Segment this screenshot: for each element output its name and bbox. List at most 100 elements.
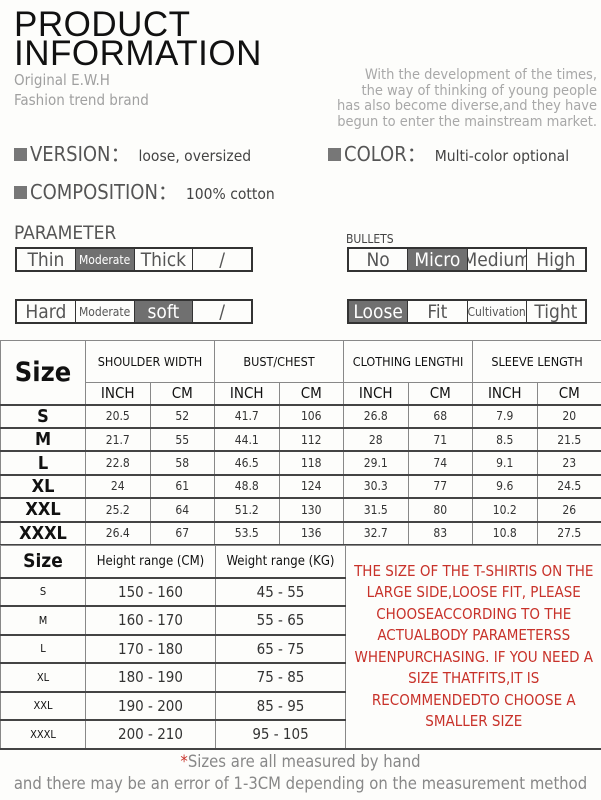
asterisk: * [180, 752, 188, 771]
unit-header: CM [407, 381, 474, 406]
measurement-cell: 51.2 [214, 497, 280, 523]
measurement-cell: 77 [407, 474, 474, 500]
square-bullet-icon [14, 186, 27, 199]
measurement-cell: 26 [536, 497, 601, 523]
table-row: M 160 - 170 55 - 65 [0, 605, 601, 636]
thickness-option: / [219, 249, 225, 270]
weight-cell: 95 - 105 [215, 719, 346, 750]
elasticity-scale: NoMicroMedium High [347, 247, 587, 272]
unit-header: CM [278, 381, 344, 406]
measurement-cell: 83 [407, 521, 474, 547]
feature-label: COLOR： [344, 142, 427, 166]
size-cell: XL [0, 474, 86, 500]
measurement-cell: 26.8 [343, 404, 409, 430]
measurement-cell: 21.5 [536, 427, 601, 453]
measurement-cell: 32.7 [343, 521, 409, 547]
measurement-cell: 10.8 [472, 521, 538, 547]
table-row: XL 24 61 48.8 124 30.3 77 9.6 24.5 [0, 474, 601, 500]
measurement-cell: 112 [278, 427, 344, 453]
softness-option: / [219, 301, 225, 322]
table-row: M 21.7 55 44.1 112 28 71 8.5 21.5 [0, 427, 601, 453]
measurement-cell: 24.5 [536, 474, 601, 500]
column-header: SHOULDER WIDTH [85, 340, 215, 383]
measurement-cell: 23 [536, 450, 601, 476]
measurement-cell: 64 [149, 497, 215, 523]
measurement-cell: 118 [278, 450, 344, 476]
fit-scale: Loose Fit Cultivation Tight [347, 299, 587, 324]
table-row: XXL 25.2 64 51.2 130 31.5 80 10.2 26 [0, 497, 601, 523]
weight-cell: 85 - 95 [215, 691, 346, 721]
measurement-cell: 22.8 [85, 450, 151, 476]
size-chart-table: Size SHOULDER WIDTH BUST/CHEST CLOTHING … [0, 339, 601, 547]
square-bullet-icon [14, 148, 27, 161]
measurement-cell: 136 [278, 521, 344, 547]
height-cell: 150 - 160 [85, 577, 216, 607]
column-header: SLEEVE LENGTH [472, 340, 601, 383]
footer-line-2: and there may be an error of 1-3CM depen… [13, 774, 588, 793]
intro-text: With the development of the times, the w… [297, 67, 597, 130]
square-bullet-icon [328, 148, 341, 161]
measurement-cell: 9.6 [472, 474, 538, 500]
table-row: XXXL 26.4 67 53.5 136 32.7 83 10.8 27.5 [0, 521, 601, 547]
measurement-cell: 74 [407, 450, 474, 476]
column-header: BUST/CHEST [214, 340, 344, 383]
measurement-cell: 10.2 [472, 497, 538, 523]
measurement-cell: 28 [343, 427, 409, 453]
measurement-cell: 24 [85, 474, 151, 500]
elasticity-option: Micro [408, 249, 468, 270]
measurement-cell: 25.2 [85, 497, 151, 523]
elasticity-option: High [536, 249, 576, 270]
fit-option: Tight [534, 301, 578, 322]
measurement-cell: 27.5 [536, 521, 601, 547]
parameter-title: PARAMETER [14, 222, 117, 244]
measurement-cell: 68 [407, 404, 474, 430]
measurement-cell: 52 [149, 404, 215, 430]
size-cell: M [0, 605, 86, 636]
height-cell: 170 - 180 [85, 634, 216, 664]
size-cell: XL [0, 662, 86, 693]
footer-line-1: *Sizes are all measured by hand [0, 751, 601, 772]
bullets-title: BULLETS [346, 232, 394, 246]
intro-line: has also become diverse,and they have [336, 98, 597, 114]
softness-scale: Hard Moderate soft / [15, 299, 253, 324]
height-cell: 190 - 200 [85, 691, 216, 721]
measurement-cell: 7.9 [472, 404, 538, 430]
measurement-cell: 20.5 [85, 404, 151, 430]
height-cell: 180 - 190 [85, 662, 216, 693]
measurement-cell: 46.5 [214, 450, 280, 476]
elasticity-option: No [349, 249, 409, 270]
measurement-cell: 26.4 [85, 521, 151, 547]
measurement-cell: 30.3 [343, 474, 409, 500]
measurement-cell: 80 [407, 497, 474, 523]
fit-chart-table: Size Height range (CM) Weight range (KG)… [0, 545, 601, 750]
measurement-cell: 130 [278, 497, 344, 523]
unit-header: CM [536, 381, 601, 406]
softness-option: Hard [17, 301, 76, 322]
height-cell: 160 - 170 [85, 605, 216, 636]
softness-option: soft [134, 301, 194, 322]
table-row: S 20.5 52 41.7 106 26.8 68 7.9 20 [0, 404, 601, 430]
measurement-cell: 41.7 [214, 404, 280, 430]
unit-header: INCH [85, 381, 151, 406]
measurement-cell: 31.5 [343, 497, 409, 523]
size-cell: XXL [0, 691, 86, 721]
measurement-cell: 29.1 [343, 450, 409, 476]
table-row: XXL 190 - 200 85 - 95 [0, 691, 601, 721]
feature-value: Multi-color optional [434, 147, 570, 165]
measurement-cell: 67 [149, 521, 215, 547]
size-cell: S [0, 577, 86, 607]
measurement-cell: 71 [407, 427, 474, 453]
softness-option: Moderate [76, 301, 135, 322]
size-cell: S [0, 404, 86, 430]
measurement-cell: 53.5 [214, 521, 280, 547]
title-line-1: PRODUCT [14, 5, 191, 44]
measurement-cell: 106 [278, 404, 344, 430]
weight-cell: 75 - 85 [215, 662, 346, 693]
measurement-cell: 9.1 [472, 450, 538, 476]
measurement-cell: 20 [536, 404, 601, 430]
feature-value: loose, oversized [138, 147, 252, 165]
weight-cell: 65 - 75 [215, 634, 346, 664]
unit-header: INCH [472, 381, 538, 406]
elasticity-option: Medium [468, 249, 527, 270]
size-header: Size [0, 545, 86, 579]
